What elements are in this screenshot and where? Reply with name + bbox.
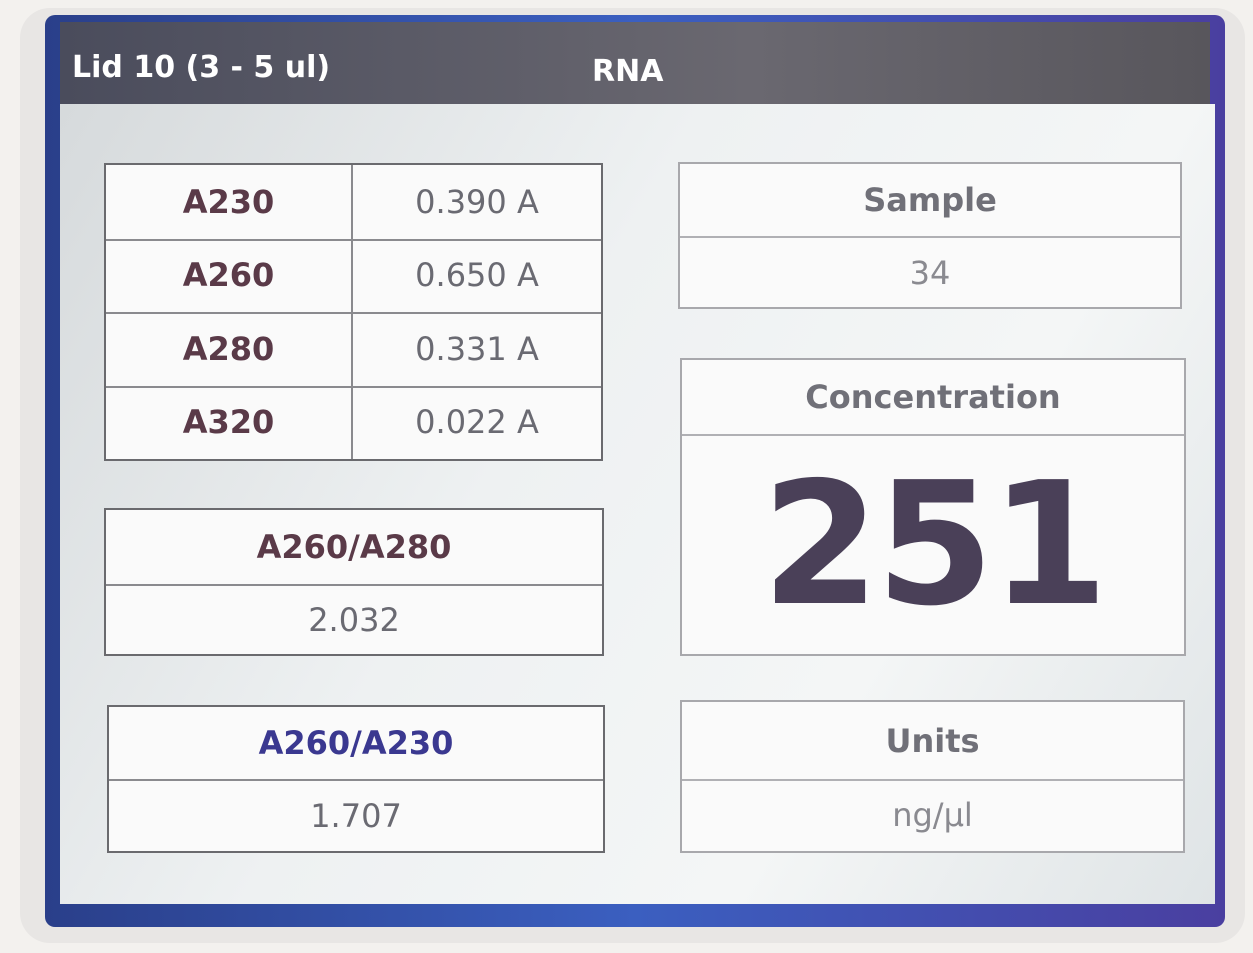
wavelength-label: A230: [182, 182, 275, 221]
ratio-box: A260/A230 1.707: [107, 705, 605, 853]
wavelength-label: A280: [182, 329, 275, 368]
divider: [682, 434, 1184, 436]
wavelength-label: A260: [182, 256, 275, 295]
sample-value: 34: [909, 253, 951, 292]
units-box: Units ng/µl: [680, 700, 1185, 853]
ratio-box: A260/A280 2.032: [104, 508, 604, 656]
concentration-label: Concentration: [805, 378, 1061, 416]
absorbance-value: 0.390 A: [415, 182, 539, 221]
concentration-value: 251: [761, 446, 1109, 644]
mode-title: RNA: [592, 54, 664, 89]
ratio-label: A260/A230: [258, 724, 454, 762]
row-divider: [106, 385, 601, 388]
units-value: ng/µl: [892, 796, 973, 834]
absorbance-value: 0.022 A: [415, 403, 539, 442]
absorbance-value: 0.331 A: [415, 329, 539, 368]
sample-box: Sample 34: [678, 162, 1182, 309]
ratio-value: 1.707: [310, 797, 402, 835]
ratio-value: 2.032: [308, 601, 400, 639]
ratio-label: A260/A280: [256, 528, 452, 566]
absorbance-table: A230 0.390 A A260 0.650 A A280 0.331 A A320 0.0…: [104, 163, 603, 461]
header-bar: Lid 10 (3 - 5 ul) RNA: [60, 22, 1210, 104]
absorbance-value: 0.650 A: [415, 256, 539, 295]
units-label: Units: [885, 721, 980, 760]
lid-label: Lid 10 (3 - 5 ul): [72, 50, 331, 85]
sample-label: Sample: [863, 181, 997, 219]
row-divider: [106, 238, 601, 241]
divider: [680, 236, 1180, 238]
row-divider: [106, 312, 601, 314]
divider: [682, 779, 1183, 781]
divider: [106, 584, 602, 586]
divider: [109, 779, 603, 781]
concentration-box: Concentration 251: [680, 358, 1186, 656]
wavelength-label: A320: [182, 403, 275, 442]
